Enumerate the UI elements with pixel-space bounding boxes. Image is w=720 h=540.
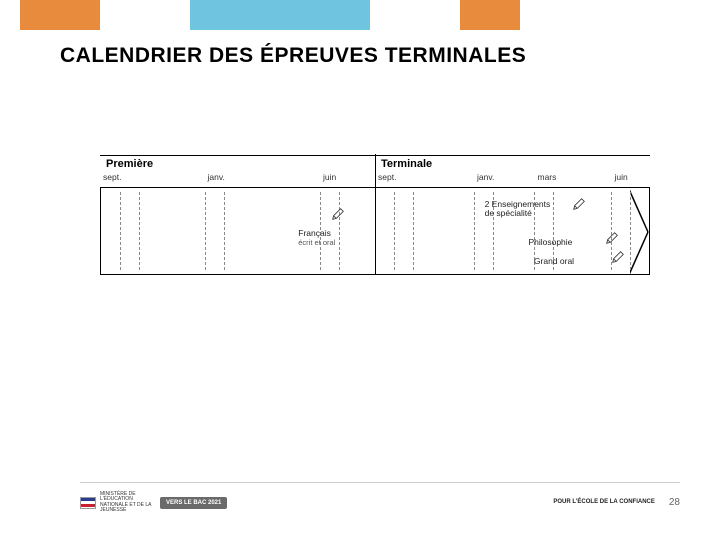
month-label: sept. <box>375 172 396 182</box>
ministry-logo: MINISTÈRE DE L'ÉDUCATION NATIONALE ET DE… <box>80 492 152 514</box>
ecole-text: POUR L'ÉCOLE DE LA CONFIANCE <box>553 499 655 506</box>
gridline <box>120 192 121 270</box>
month-label: sept. <box>100 172 121 182</box>
gridline <box>339 192 340 270</box>
event-label: 2 Enseignementsde spécialité <box>485 200 551 219</box>
month-label: juin <box>320 172 336 182</box>
footer: MINISTÈRE DE L'ÉDUCATION NATIONALE ET DE… <box>80 482 680 518</box>
bar-orange-2 <box>460 0 520 30</box>
month-label: janv. <box>474 172 494 182</box>
pencil-icon <box>611 250 625 264</box>
month-label: janv. <box>205 172 225 182</box>
event-label: Françaisécrit et oral <box>298 229 335 247</box>
page-title: CALENDRIER DES ÉPREUVES TERMINALES <box>60 44 720 68</box>
timeline: PremièreTerminale sept. janv. juin sept. jan… <box>100 155 650 295</box>
gridline <box>630 192 631 270</box>
event-label: Philosophie <box>528 238 572 247</box>
month-label: juin <box>612 172 628 182</box>
gridline <box>474 192 475 270</box>
year-divider <box>375 154 376 274</box>
page-number: 28 <box>669 497 680 508</box>
pencil-icon <box>572 197 586 211</box>
bar-blue <box>190 0 370 30</box>
month-label: mars <box>535 172 557 182</box>
gridline <box>205 192 206 270</box>
french-flag-icon <box>80 497 96 509</box>
gridline <box>413 192 414 270</box>
gridline <box>224 192 225 270</box>
ministry-text: MINISTÈRE DE L'ÉDUCATION NATIONALE ET DE… <box>100 492 152 514</box>
timeline-arrow <box>630 187 650 275</box>
event-label: Grand oral <box>534 257 574 266</box>
year-label: Première <box>100 155 375 170</box>
bar-orange-1 <box>20 0 100 30</box>
pencil-icon <box>331 207 345 221</box>
gridline <box>394 192 395 270</box>
bac-badge: VERS LE BAC 2021 <box>160 497 227 509</box>
header-color-bars <box>0 0 720 30</box>
pencil-icon <box>605 231 619 245</box>
gridline <box>139 192 140 270</box>
year-label: Terminale <box>375 155 650 170</box>
